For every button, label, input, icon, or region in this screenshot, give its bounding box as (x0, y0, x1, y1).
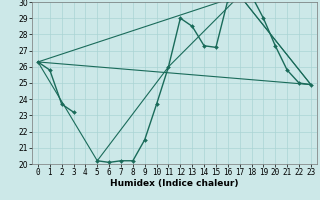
X-axis label: Humidex (Indice chaleur): Humidex (Indice chaleur) (110, 179, 239, 188)
